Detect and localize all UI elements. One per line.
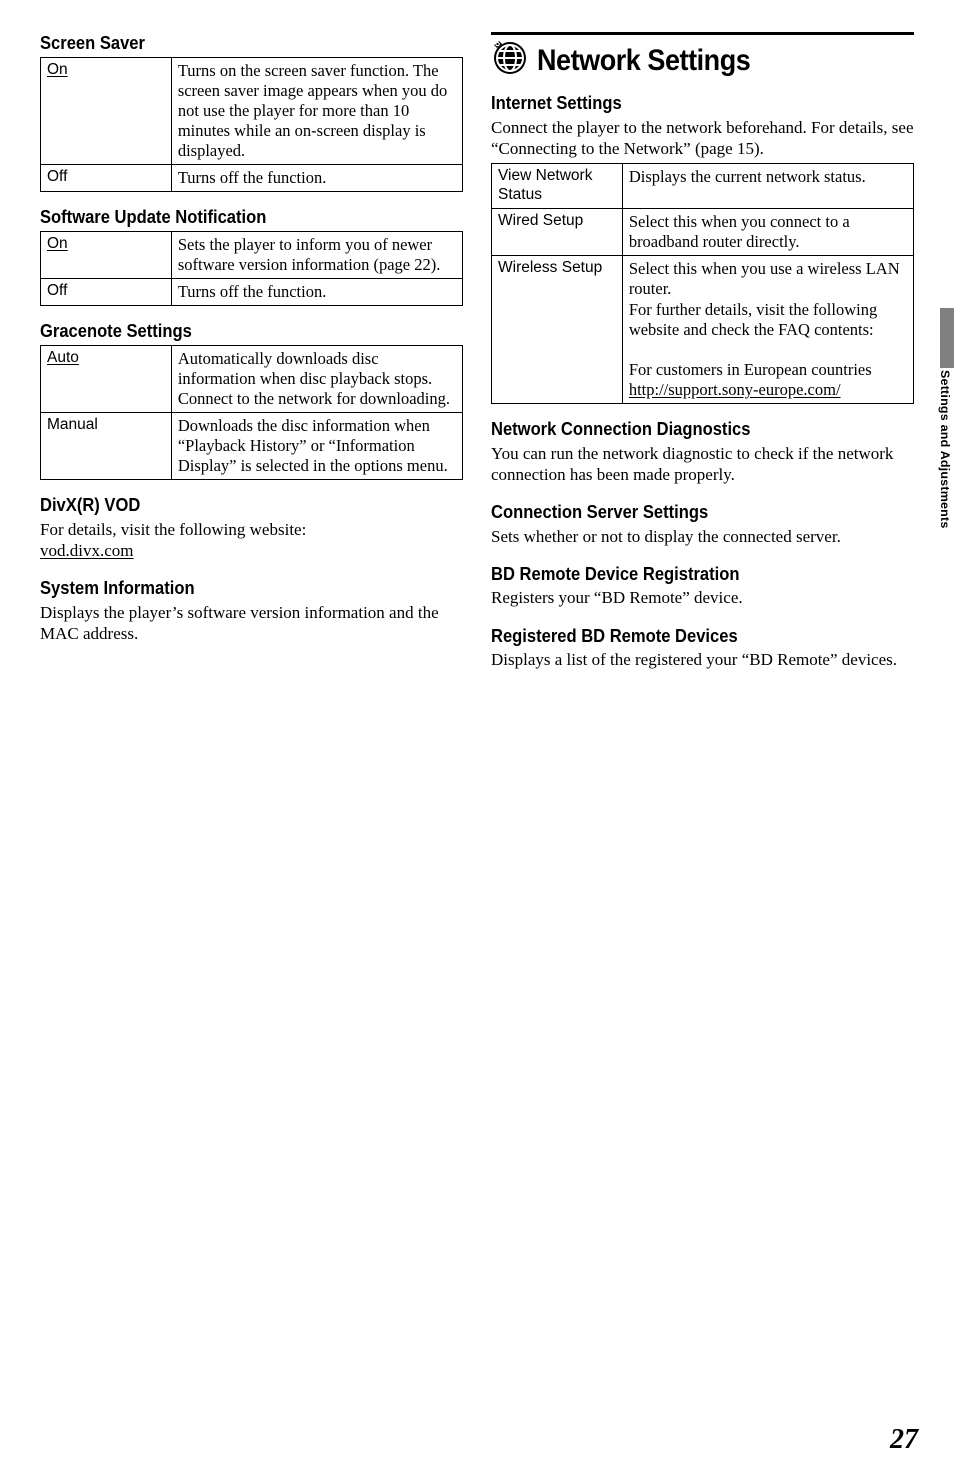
heading-bd-devices: Registered BD Remote Devices <box>491 625 880 648</box>
table-row: View Network Status Displays the current… <box>492 164 914 209</box>
option-key: Wireless Setup <box>492 256 623 404</box>
right-column: Network Settings Internet Settings Conne… <box>491 32 914 680</box>
option-val: Turns off the function. <box>171 279 462 306</box>
wireless-text: Select this when you use a wireless LAN … <box>629 259 900 379</box>
network-icon <box>491 39 529 82</box>
option-val: Select this when you connect to a broadb… <box>622 209 913 256</box>
heading-screen-saver: Screen Saver <box>40 32 429 55</box>
option-key: Wired Setup <box>492 209 623 256</box>
table-screen-saver: On Turns on the screen saver function. T… <box>40 57 463 193</box>
heading-diagnostics: Network Connection Diagnostics <box>491 418 880 441</box>
heading-conn-server: Connection Server Settings <box>491 501 880 524</box>
table-row: Wireless Setup Select this when you use … <box>492 256 914 404</box>
option-val: Select this when you use a wireless LAN … <box>622 256 913 404</box>
table-row: Off Turns off the function. <box>41 165 463 192</box>
table-software-update: On Sets the player to inform you of newe… <box>40 231 463 306</box>
divx-body-text: For details, visit the following website… <box>40 520 306 539</box>
option-val: Downloads the disc information when “Pla… <box>171 413 462 480</box>
heading-divx: DivX(R) VOD <box>40 494 429 517</box>
side-tab-stub <box>940 308 954 368</box>
conn-server-body: Sets whether or not to display the conne… <box>491 526 914 547</box>
left-column: Screen Saver On Turns on the screen save… <box>40 32 463 680</box>
heading-internet-settings: Internet Settings <box>491 92 880 115</box>
option-key: Off <box>47 168 67 185</box>
page-number: 27 <box>890 1422 918 1457</box>
option-key: Off <box>47 282 67 299</box>
wireless-link[interactable]: http://support.sony-europe.com/ <box>629 380 841 399</box>
option-key: View Network Status <box>492 164 623 209</box>
sysinfo-body: Displays the player’s software version i… <box>40 602 463 645</box>
option-key: Manual <box>47 416 98 433</box>
side-tab-label: Settings and Adjustments <box>937 370 951 529</box>
internet-body: Connect the player to the network before… <box>491 117 914 160</box>
option-val: Automatically downloads disc information… <box>171 345 462 412</box>
option-val: Sets the player to inform you of newer s… <box>171 231 462 278</box>
option-key: On <box>47 235 68 252</box>
option-val: Turns on the screen saver function. The … <box>171 57 462 165</box>
table-gracenote: Auto Automatically downloads disc inform… <box>40 345 463 481</box>
table-row: Manual Downloads the disc information wh… <box>41 413 463 480</box>
divx-link[interactable]: vod.divx.com <box>40 541 134 560</box>
bd-devices-body: Displays a list of the registered your “… <box>491 649 914 670</box>
option-val: Turns off the function. <box>171 165 462 192</box>
heading-network-settings: Network Settings <box>537 42 750 80</box>
heading-bd-registration: BD Remote Device Registration <box>491 563 880 586</box>
bd-registration-body: Registers your “BD Remote” device. <box>491 587 914 608</box>
divx-body: For details, visit the following website… <box>40 519 463 562</box>
heading-gracenote: Gracenote Settings <box>40 320 429 343</box>
table-row: Auto Automatically downloads disc inform… <box>41 345 463 412</box>
option-key: Auto <box>47 349 79 366</box>
option-val: Displays the current network status. <box>622 164 913 209</box>
heading-software-update: Software Update Notification <box>40 206 429 229</box>
table-row: On Sets the player to inform you of newe… <box>41 231 463 278</box>
table-internet: View Network Status Displays the current… <box>491 163 914 404</box>
diagnostics-body: You can run the network diagnostic to ch… <box>491 443 914 486</box>
option-key: On <box>47 61 68 78</box>
heading-sysinfo: System Information <box>40 577 429 600</box>
table-row: Wired Setup Select this when you connect… <box>492 209 914 256</box>
heading-rule <box>491 32 914 35</box>
table-row: Off Turns off the function. <box>41 279 463 306</box>
table-row: On Turns on the screen saver function. T… <box>41 57 463 165</box>
side-tab: Settings and Adjustments <box>926 308 954 529</box>
